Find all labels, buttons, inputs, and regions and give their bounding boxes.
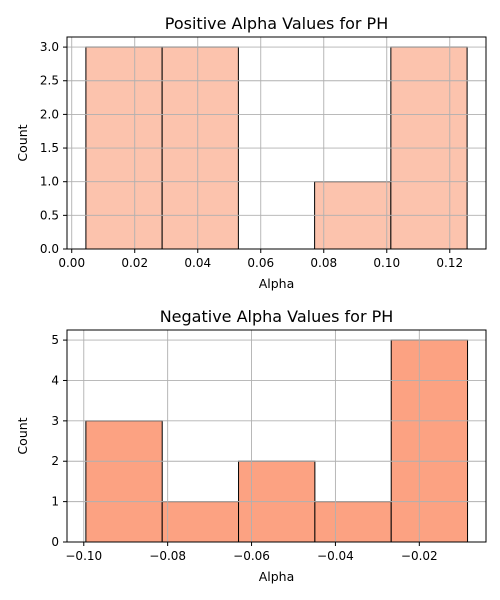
- x-tick-label-0-08: 0.08: [310, 256, 337, 270]
- histogram-bar: [85, 420, 163, 543]
- y-tick-label-1-0: 1.0: [40, 175, 59, 189]
- x-tick-label-0-04: −0.04: [317, 549, 354, 563]
- axes-frame: [66, 36, 487, 250]
- histogram-bar: [314, 501, 392, 543]
- y-tick-label-0: 0: [51, 535, 59, 549]
- x-tick-label-0-12: 0.12: [436, 256, 463, 270]
- negative-alpha-histogram: −0.10 −0.08 −0.06 −0.04 −0.02 0 1 2 3 4 5 Negative …: [15, 307, 487, 584]
- positive-alpha-histogram: 0.00 0.02 0.04 0.06 0.08 0.10 0.12 0.0 0.5 1.0 1.5…: [15, 14, 487, 291]
- x-tick-label-0-08: −0.08: [149, 549, 186, 563]
- x-tick-label-0-04: 0.04: [184, 256, 211, 270]
- y-tick-label-5: 5: [51, 333, 59, 347]
- y-tick-label-2-0: 2.0: [40, 107, 59, 121]
- y-tick-label-0-0: 0.0: [40, 242, 59, 256]
- y-tick-label-2-5: 2.5: [40, 74, 59, 88]
- x-tick-label-0-00: 0.00: [58, 256, 85, 270]
- y-tick-label-1: 1: [51, 495, 59, 509]
- x-axis-label: Alpha: [259, 276, 295, 291]
- chart-title: Negative Alpha Values for PH: [160, 307, 394, 326]
- x-tick-label-0-10: −0.10: [65, 549, 102, 563]
- x-tick-label-0-02: −0.02: [401, 549, 438, 563]
- y-axis-label: Count: [15, 417, 30, 454]
- y-tick-label-2: 2: [51, 454, 59, 468]
- y-tick-label-0-5: 0.5: [40, 208, 59, 222]
- axes-frame: [66, 329, 487, 543]
- y-tick-label-3-0: 3.0: [40, 40, 59, 54]
- x-tick-label-0-06: −0.06: [233, 549, 270, 563]
- x-tick-label-0-06: 0.06: [247, 256, 274, 270]
- x-tick-label-0-10: 0.10: [373, 256, 400, 270]
- y-tick-label-1-5: 1.5: [40, 141, 59, 155]
- y-tick-label-3: 3: [51, 414, 59, 428]
- y-tick-label-4: 4: [51, 373, 59, 387]
- histogram-bar: [390, 339, 469, 543]
- x-axis-label: Alpha: [259, 569, 295, 584]
- chart-title: Positive Alpha Values for PH: [165, 14, 388, 33]
- x-tick-label-0-02: 0.02: [121, 256, 148, 270]
- histogram-bar: [161, 501, 240, 543]
- y-axis-label: Count: [15, 124, 30, 161]
